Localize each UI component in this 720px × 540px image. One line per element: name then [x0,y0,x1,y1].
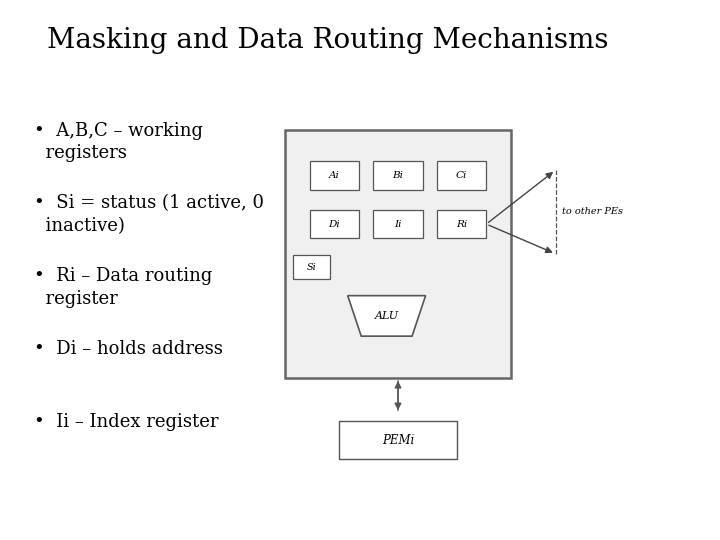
Bar [373,161,423,190]
Text: Si: Si [307,263,317,272]
Text: to other PEs: to other PEs [562,207,624,217]
Text: Ci: Ci [456,171,467,180]
Text: Di: Di [328,220,341,228]
Bar [284,130,511,378]
Bar [310,210,359,238]
Text: Ai: Ai [329,171,340,180]
Text: •  Si = status (1 active, 0
  inactive): • Si = status (1 active, 0 inactive) [34,194,264,234]
Text: Ri: Ri [456,220,467,228]
Text: Ii: Ii [395,220,402,228]
Text: •  A,B,C – working
  registers: • A,B,C – working registers [34,122,203,161]
Text: •  Di – holds address: • Di – holds address [34,340,222,358]
Bar [293,255,330,280]
Bar [437,210,486,238]
Text: •  Ri – Data routing
  register: • Ri – Data routing register [34,267,212,307]
Bar [437,161,486,190]
Text: Bi: Bi [392,171,403,180]
Text: Masking and Data Routing Mechanisms: Masking and Data Routing Mechanisms [48,27,609,54]
Bar [338,421,457,459]
Bar [310,161,359,190]
Bar [373,210,423,238]
Polygon shape [348,296,426,336]
Text: PEMi: PEMi [382,434,414,447]
Text: ALU: ALU [374,311,399,321]
Text: •  Ii – Index register: • Ii – Index register [34,413,218,431]
